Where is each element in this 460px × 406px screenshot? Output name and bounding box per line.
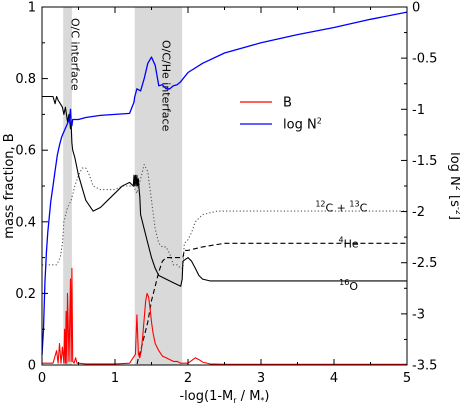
region-label-2: O/C/He interface	[159, 40, 172, 132]
x-axis-title: -log(1-Mr / M*)	[179, 389, 269, 405]
y2-tick-label: -2	[412, 205, 425, 220]
y2-tick-label: -3.5	[412, 359, 437, 374]
y2-tick-label: -1	[412, 103, 425, 118]
x-tick-label: 0	[38, 371, 46, 386]
x-tick-label: 2	[184, 371, 192, 386]
y-tick-label: 0.8	[15, 72, 36, 87]
annotation-oxygen: 16O	[339, 278, 358, 293]
y-tick-label: 1	[28, 1, 36, 16]
series-log-n2	[41, 11, 408, 355]
series-4he	[42, 242, 407, 366]
y2-axis-title: log N2 [s-2]	[447, 152, 460, 220]
x-tick-label: 5	[403, 371, 411, 386]
annotation-carbon: 12C + 13C	[315, 199, 367, 214]
x-tick-label: 3	[257, 371, 265, 386]
legend-label-2: log N2	[283, 117, 322, 133]
legend-label-1: B	[283, 96, 292, 111]
shaded-region-1	[63, 7, 72, 365]
y2-tick-label: -1.5	[412, 154, 437, 169]
y-tick-label: 0.4	[15, 215, 36, 230]
y-tick-label: 0.6	[15, 144, 36, 159]
y2-tick-label: -3	[412, 307, 425, 322]
x-tick-label: 4	[330, 371, 338, 386]
series-16o	[42, 95, 407, 287]
annotation-helium: 4He	[339, 235, 359, 250]
series-b	[42, 267, 407, 365]
series-12c-13c	[42, 163, 407, 269]
region-label-1: O/C interface	[69, 18, 82, 91]
y2-tick-label: -2.5	[412, 256, 437, 271]
y-axis-title: mass fraction, B	[2, 133, 17, 238]
y-tick-label: 0.2	[15, 287, 36, 302]
y2-tick-label: 0	[412, 1, 420, 16]
y2-tick-label: -0.5	[412, 52, 437, 67]
plot-frame	[41, 6, 408, 366]
x-tick-label: 1	[111, 371, 119, 386]
shaded-region-2	[134, 7, 183, 365]
y-tick-label: 0	[28, 359, 36, 374]
